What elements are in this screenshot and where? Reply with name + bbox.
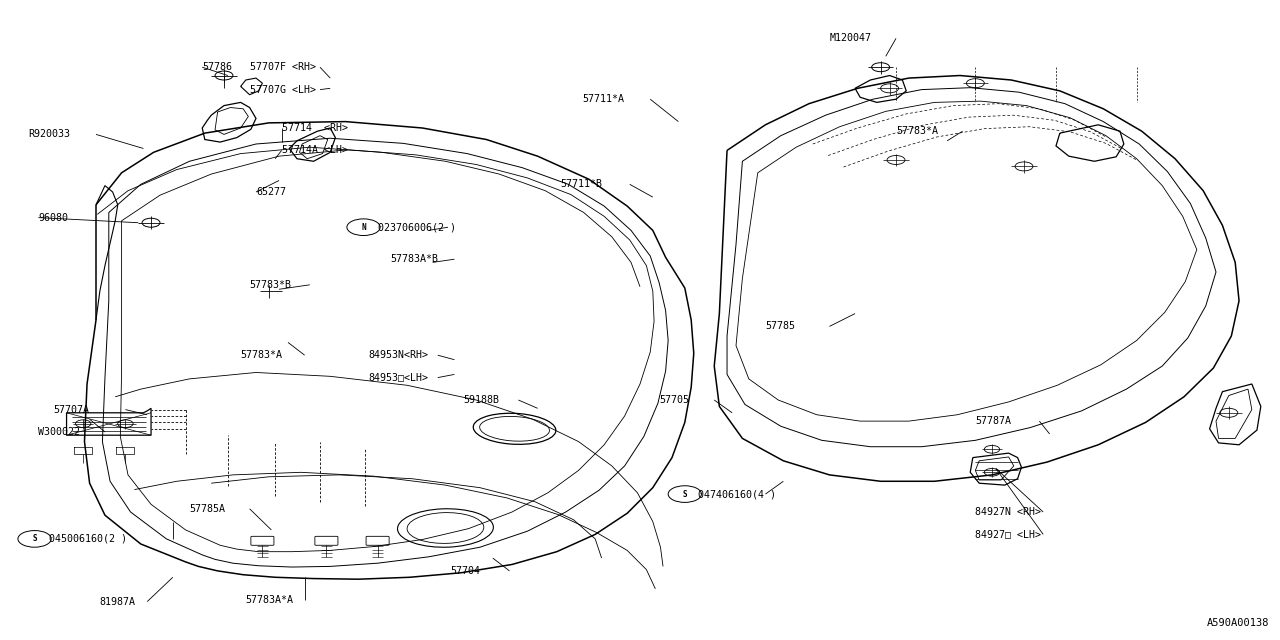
Text: 047406160(4 ): 047406160(4 ): [698, 489, 776, 499]
Text: 57786: 57786: [202, 62, 232, 72]
Text: 57707A: 57707A: [54, 404, 90, 415]
Text: 57714A <LH>: 57714A <LH>: [282, 145, 348, 156]
Text: 045006160(2 ): 045006160(2 ): [49, 534, 127, 544]
Text: 65277: 65277: [256, 187, 285, 197]
Text: 023706006(2 ): 023706006(2 ): [378, 222, 456, 232]
Text: 84953□<LH>: 84953□<LH>: [369, 372, 429, 383]
Text: 57787A: 57787A: [975, 416, 1011, 426]
Text: 57783A*A: 57783A*A: [246, 595, 294, 605]
Text: 57711*B: 57711*B: [561, 179, 603, 189]
Text: N: N: [361, 223, 366, 232]
Text: 57714  <RH>: 57714 <RH>: [282, 123, 348, 133]
Text: 57705: 57705: [659, 395, 689, 405]
Text: 57783*B: 57783*B: [250, 280, 292, 290]
Text: S: S: [32, 534, 37, 543]
Text: 57785: 57785: [765, 321, 795, 332]
Text: 57785A: 57785A: [189, 504, 225, 514]
Text: 59188B: 59188B: [463, 395, 499, 405]
Text: 84927N <RH>: 84927N <RH>: [975, 507, 1042, 517]
Text: 57783A*B: 57783A*B: [390, 254, 438, 264]
Text: M120047: M120047: [829, 33, 872, 44]
Text: 96080: 96080: [38, 212, 68, 223]
Text: 84953N<RH>: 84953N<RH>: [369, 350, 429, 360]
Text: 57707F <RH>: 57707F <RH>: [250, 62, 316, 72]
Text: 57707G <LH>: 57707G <LH>: [250, 84, 316, 95]
Text: R920033: R920033: [28, 129, 70, 140]
Text: S: S: [682, 490, 687, 499]
Text: A590A00138: A590A00138: [1207, 618, 1270, 628]
Text: W300022: W300022: [38, 427, 81, 437]
Text: 57783*A: 57783*A: [896, 126, 938, 136]
Text: 57704: 57704: [451, 566, 480, 576]
Text: 57711*A: 57711*A: [582, 94, 625, 104]
Text: 84927□ <LH>: 84927□ <LH>: [975, 529, 1042, 540]
Text: 57783*A: 57783*A: [241, 350, 283, 360]
Text: 81987A: 81987A: [100, 596, 136, 607]
